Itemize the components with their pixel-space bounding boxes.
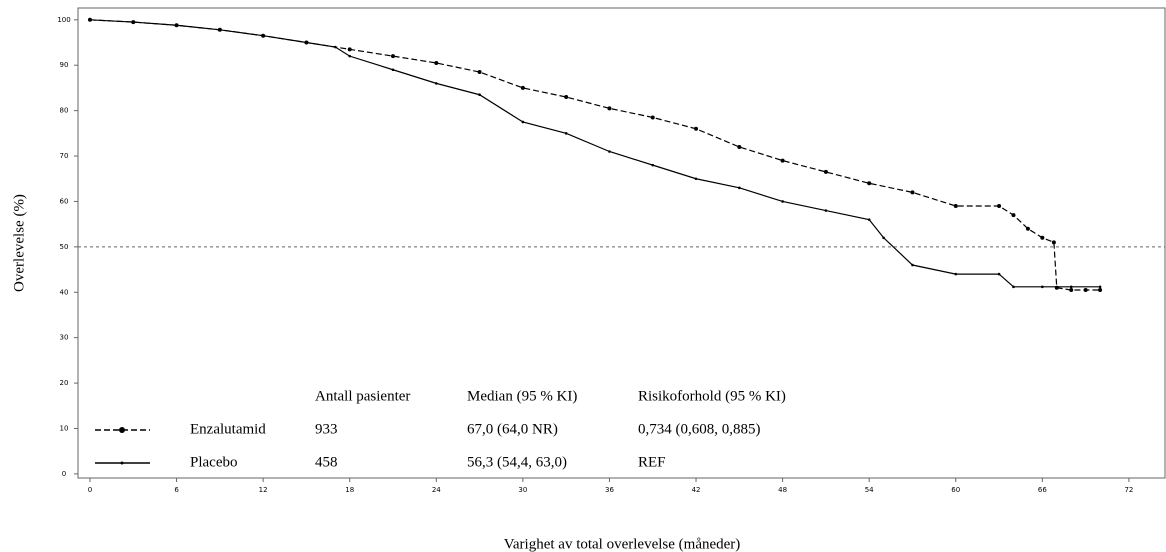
censor-mark bbox=[434, 82, 438, 85]
censor-mark bbox=[333, 45, 337, 49]
censor-mark bbox=[737, 144, 742, 149]
y-tick-label: 80 bbox=[60, 107, 69, 115]
censor-mark bbox=[521, 120, 525, 124]
x-tick-label: 66 bbox=[1038, 486, 1047, 494]
y-tick-label: 60 bbox=[60, 197, 69, 205]
y-tick-label: 40 bbox=[60, 288, 69, 296]
y-tick-label: 70 bbox=[60, 152, 69, 160]
censor-mark bbox=[477, 70, 482, 75]
censor-mark bbox=[694, 126, 699, 131]
censor-mark bbox=[1069, 285, 1073, 289]
table-cell: 56,3 (54,4, 63,0) bbox=[467, 454, 567, 470]
table-cell: 458 bbox=[315, 454, 338, 470]
censor-mark bbox=[520, 85, 525, 90]
x-tick-label: 48 bbox=[778, 486, 787, 494]
x-tick-label: 30 bbox=[518, 486, 527, 494]
legend-marker bbox=[119, 427, 125, 433]
censor-mark bbox=[824, 209, 828, 212]
y-tick-label: 90 bbox=[60, 61, 69, 69]
censor-mark bbox=[997, 272, 1001, 276]
censor-mark bbox=[1051, 240, 1056, 245]
censor-mark bbox=[867, 181, 872, 186]
censor-mark bbox=[1040, 235, 1045, 240]
censor-mark bbox=[391, 68, 395, 72]
censor-mark bbox=[911, 263, 914, 267]
censor-mark bbox=[218, 28, 222, 32]
censor-mark bbox=[1083, 288, 1088, 292]
censor-mark bbox=[1012, 285, 1015, 289]
table-cell: 933 bbox=[315, 421, 338, 437]
legend-label: Placebo bbox=[190, 454, 237, 470]
censor-mark bbox=[261, 34, 265, 38]
censor-mark bbox=[694, 177, 698, 181]
plot-frame bbox=[77, 7, 1166, 479]
censor-mark bbox=[953, 203, 958, 208]
table-cell: 0,734 (0,608, 0,885) bbox=[638, 421, 761, 437]
table-header: Antall pasienter bbox=[315, 388, 410, 404]
censor-mark bbox=[607, 106, 612, 111]
censor-mark bbox=[650, 115, 655, 120]
y-tick-label: 30 bbox=[60, 334, 69, 342]
censor-mark bbox=[348, 54, 352, 58]
censor-mark bbox=[954, 272, 958, 276]
x-tick-label: 24 bbox=[432, 486, 441, 494]
y-tick-label: 100 bbox=[57, 16, 70, 24]
censor-mark bbox=[131, 20, 135, 24]
table-header: Risikoforhold (95 % KI) bbox=[638, 388, 786, 404]
censor-mark bbox=[738, 186, 741, 190]
legend-marker bbox=[120, 461, 124, 465]
x-axis-label: Varighet av total overlevelse (måneder) bbox=[504, 536, 741, 552]
censor-mark bbox=[867, 218, 871, 221]
table-cell: 67,0 (64,0 NR) bbox=[467, 421, 558, 437]
censor-mark bbox=[347, 47, 352, 52]
legend-label: Enzalutamid bbox=[190, 421, 266, 437]
censor-mark bbox=[175, 23, 178, 27]
x-tick-label: 72 bbox=[1124, 486, 1133, 494]
censor-mark bbox=[651, 163, 655, 167]
censor-mark bbox=[997, 203, 1002, 208]
censor-mark bbox=[391, 54, 396, 59]
series-line bbox=[89, 19, 1101, 291]
censor-mark bbox=[1069, 288, 1074, 292]
censor-mark bbox=[608, 150, 611, 153]
x-tick-label: 12 bbox=[259, 486, 268, 494]
y-tick-label: 50 bbox=[60, 243, 69, 251]
series-line bbox=[89, 19, 1101, 288]
y-axis-label: Overlevelse (%) bbox=[11, 194, 27, 292]
censor-mark bbox=[823, 169, 828, 174]
censor-mark bbox=[1041, 285, 1044, 289]
table-cell: REF bbox=[638, 454, 666, 470]
table-header: Median (95 % KI) bbox=[467, 388, 577, 404]
censor-mark bbox=[1098, 285, 1102, 289]
censor-mark bbox=[1098, 288, 1103, 292]
x-tick-label: 54 bbox=[865, 486, 874, 494]
censor-mark bbox=[564, 95, 569, 100]
censor-mark bbox=[882, 236, 885, 240]
x-tick-label: 6 bbox=[174, 486, 179, 494]
censor-mark bbox=[1025, 226, 1030, 231]
x-tick-label: 42 bbox=[692, 486, 701, 494]
y-tick-label: 10 bbox=[60, 425, 69, 433]
censor-mark bbox=[478, 93, 481, 97]
censor-mark bbox=[88, 18, 92, 22]
censor-mark bbox=[305, 41, 308, 44]
censor-mark bbox=[564, 132, 568, 135]
censor-mark bbox=[434, 60, 439, 65]
censor-mark bbox=[781, 200, 784, 203]
y-tick-label: 0 bbox=[62, 470, 66, 478]
censor-mark bbox=[780, 158, 785, 163]
x-tick-label: 18 bbox=[345, 486, 354, 494]
y-tick-label: 20 bbox=[60, 379, 69, 387]
x-tick-label: 60 bbox=[951, 486, 960, 494]
censor-mark bbox=[910, 190, 915, 195]
censor-mark bbox=[1011, 213, 1016, 218]
x-tick-label: 0 bbox=[88, 486, 92, 494]
x-tick-label: 36 bbox=[605, 486, 614, 494]
